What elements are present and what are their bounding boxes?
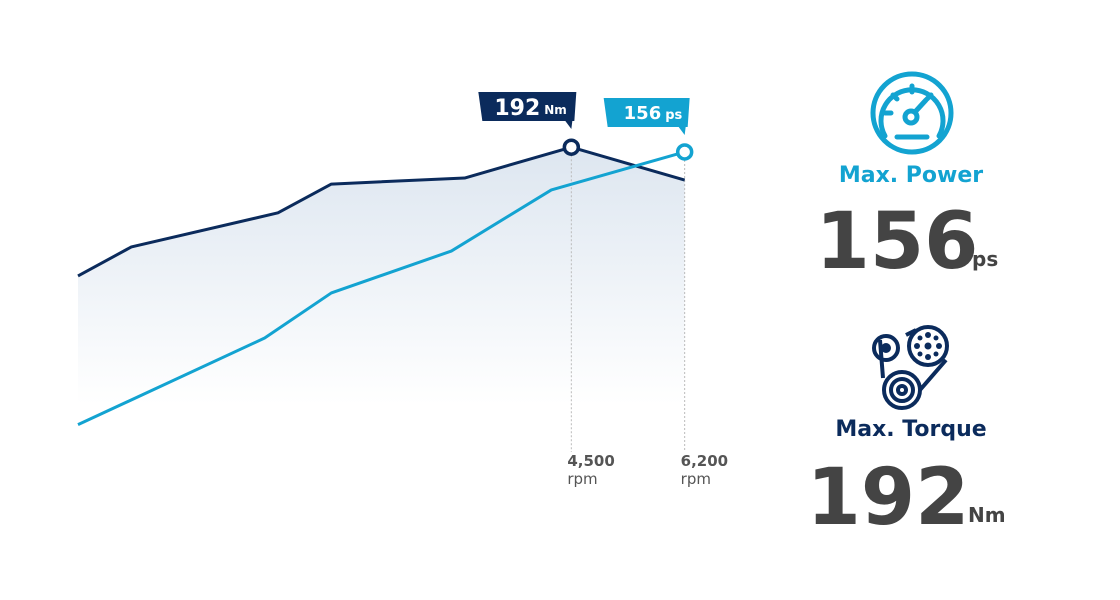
stat-label: Max. Torque [835,417,986,442]
callout-value: 192 [494,96,540,121]
callout-box [603,98,690,135]
stat-unit: Nm [968,503,1006,527]
x-tick-label: 6,200 [681,452,728,470]
stat-value: 156 [816,197,979,287]
area [78,147,685,450]
callout-box [478,92,577,129]
x-unit-label: rpm [681,470,711,488]
stat-label: Max. Power [839,163,983,188]
callout-unit: ps [665,108,682,123]
callout-unit: Nm [544,103,567,117]
stat-unit: ps [972,247,998,271]
peak-marker [675,143,694,161]
power-icon [870,71,954,155]
x-tick-label: 4,500 [567,452,614,470]
line [77,150,686,427]
torque-icon [872,325,949,410]
x-unit-label: rpm [567,470,597,488]
stat-value: 192 [807,453,970,543]
peak-marker [562,138,581,156]
callout-value: 156 [624,103,662,124]
